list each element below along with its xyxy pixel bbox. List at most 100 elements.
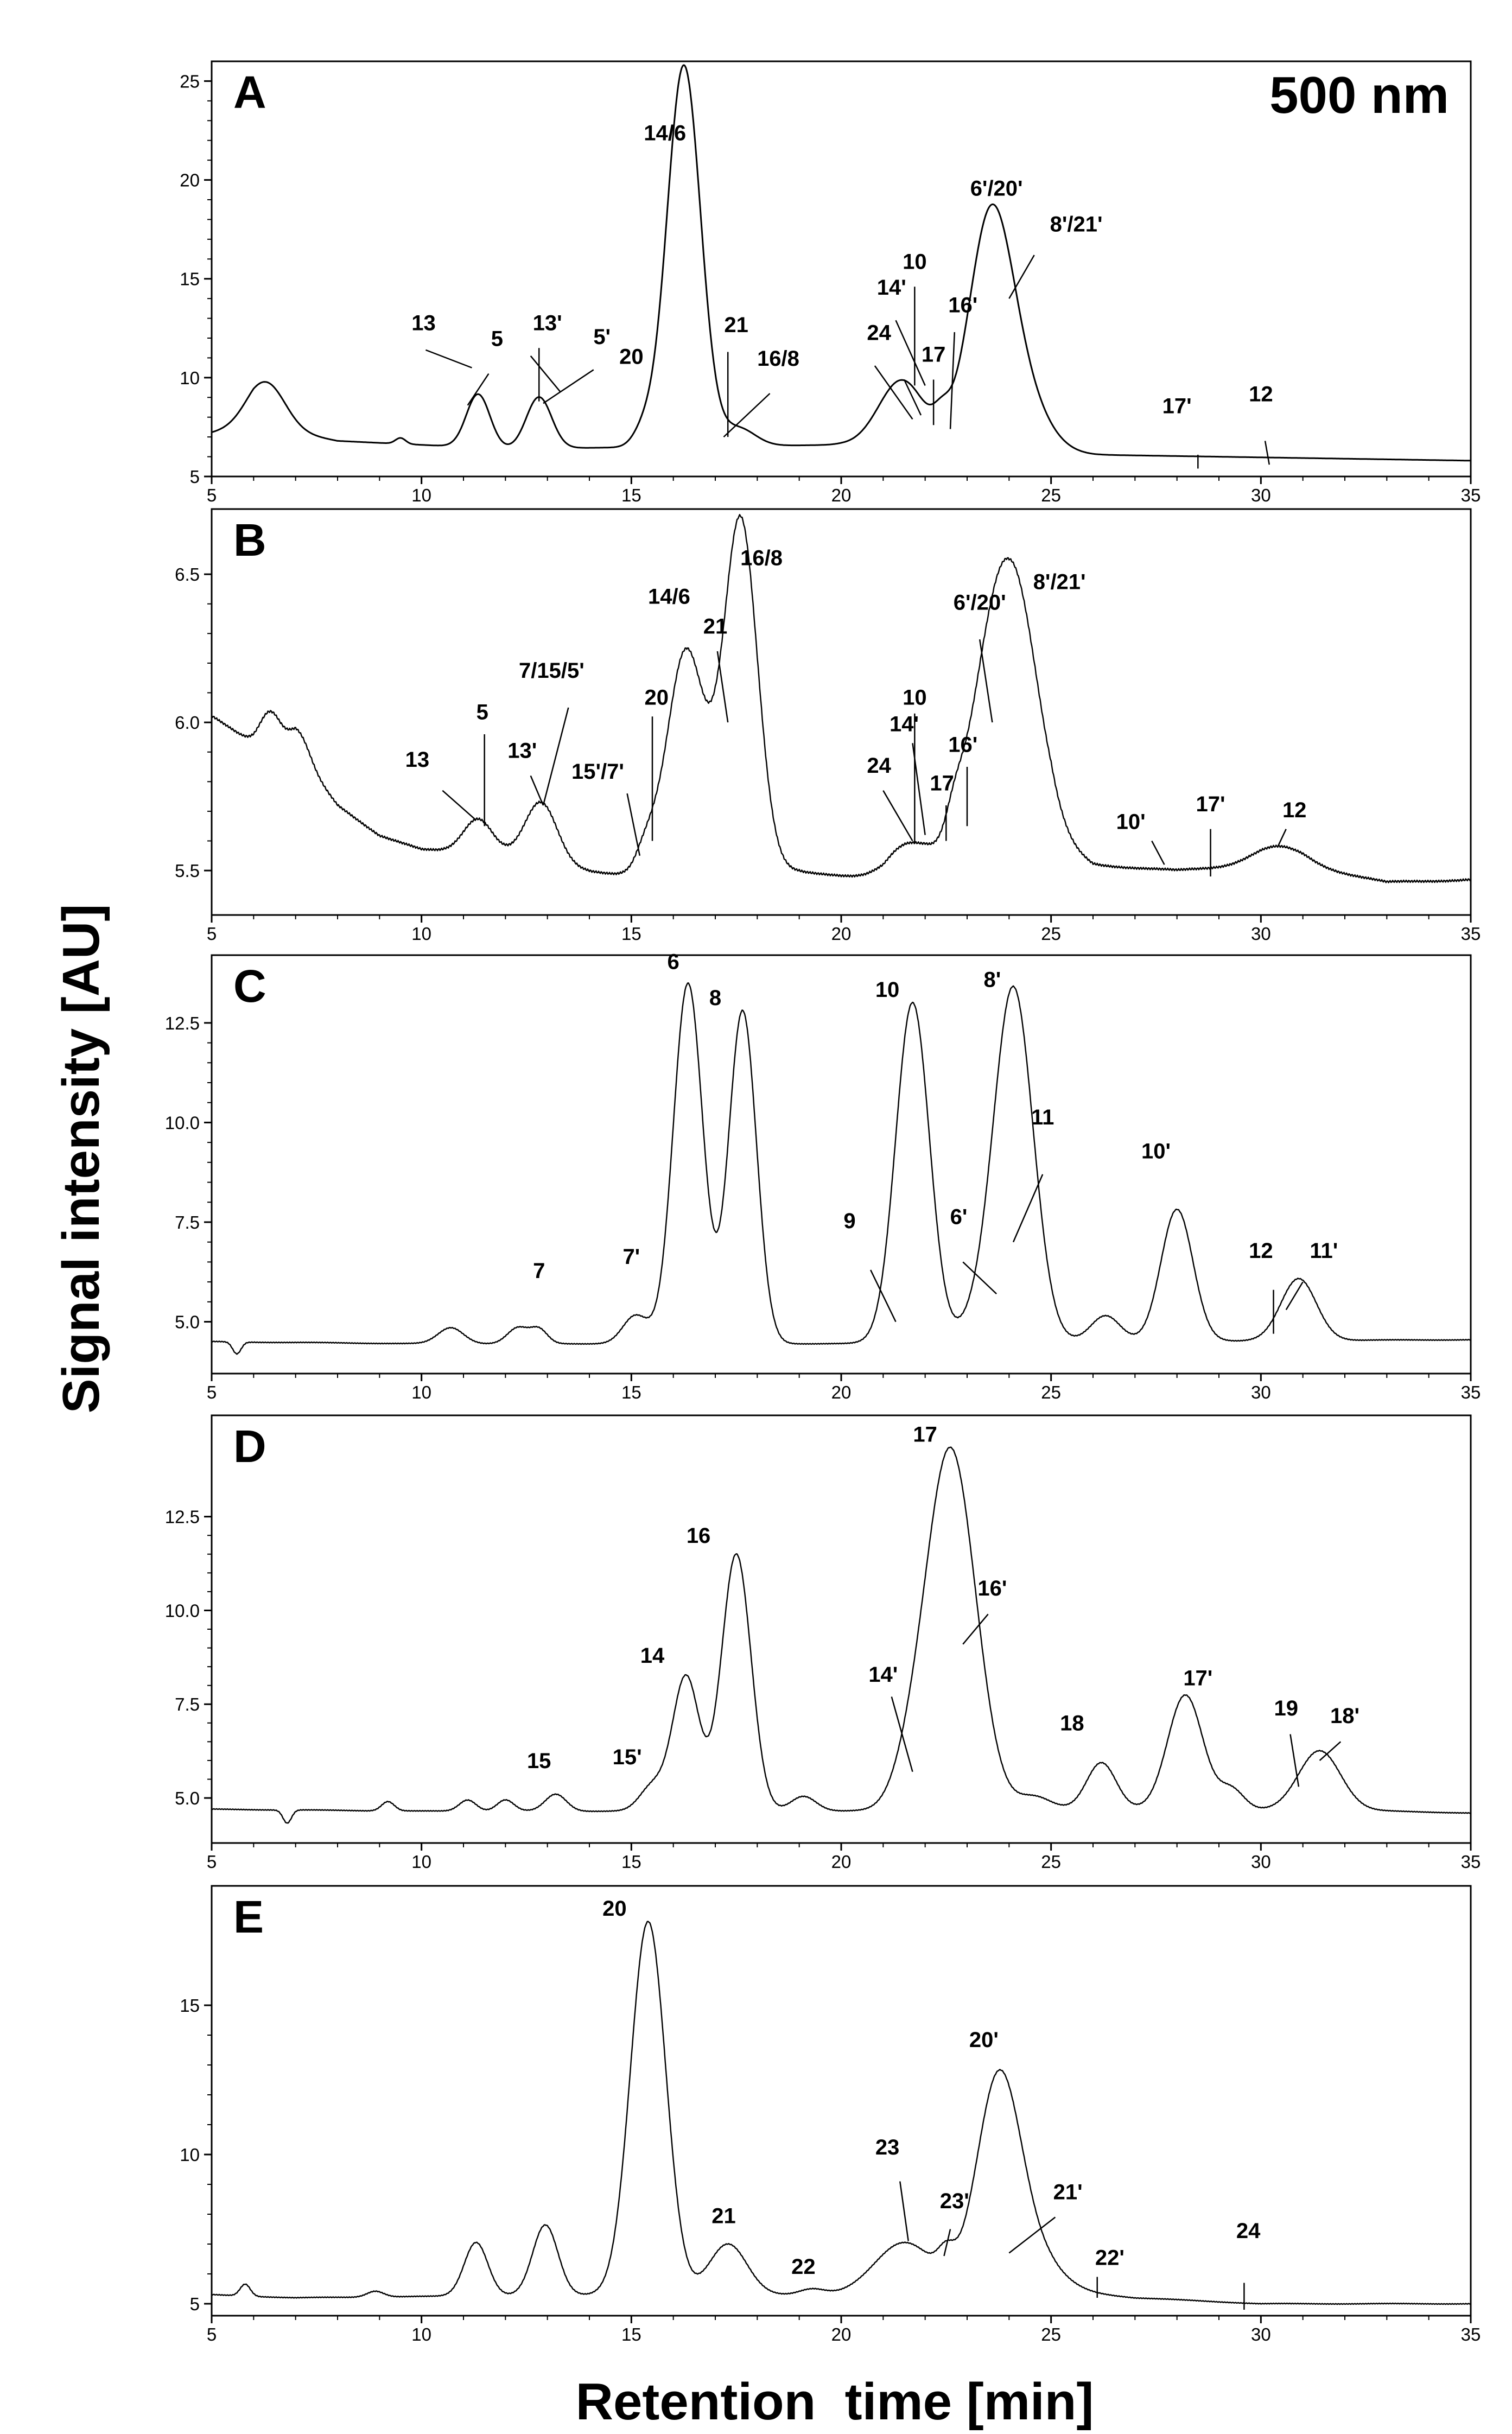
annotation-leader xyxy=(425,349,472,368)
signal-trace xyxy=(212,982,1471,1355)
peak-annotation: 14/6 xyxy=(644,122,686,145)
peak-annotation: 14 xyxy=(640,1644,665,1668)
panel-label: A xyxy=(233,67,266,118)
annotation-leader xyxy=(874,365,913,420)
annotation-leader xyxy=(1277,829,1287,847)
x-tick-label: 5 xyxy=(207,2324,217,2344)
peak-annotation: 15'/7' xyxy=(571,760,624,784)
peak-annotation: 7' xyxy=(622,1245,640,1269)
x-tick-label: 5 xyxy=(207,485,217,505)
x-tick-label: 35 xyxy=(1461,924,1481,944)
peak-annotation: 20 xyxy=(602,1897,627,1921)
y-tick-label: 15 xyxy=(180,1996,200,2016)
y-tick-label: 7.5 xyxy=(175,1212,200,1232)
x-tick-label: 35 xyxy=(1461,1382,1481,1402)
y-tick-label: 10 xyxy=(180,368,200,388)
peak-annotation: 21 xyxy=(703,614,728,638)
peak-annotation: 17' xyxy=(1196,792,1225,816)
annotation-leader xyxy=(723,393,771,438)
peak-annotation: 10 xyxy=(903,250,927,274)
panel-c: 5 10 15 20 25 30 35 5.0 7.5 10.0 12.5 C 7 7' 6 8 9 10 6' 8'… xyxy=(165,950,1481,1402)
annotation-leader xyxy=(949,332,956,429)
peak-annotation: 16 xyxy=(687,1524,711,1548)
annotation-leader xyxy=(626,793,641,856)
x-tick-label: 25 xyxy=(1041,2324,1061,2344)
x-tick-label: 5 xyxy=(207,1852,217,1872)
annotation-leader xyxy=(903,379,922,416)
peak-annotation: 13 xyxy=(411,311,436,335)
wavelength-label: 500 nm xyxy=(1269,66,1449,124)
peak-annotation: 22' xyxy=(1095,2246,1125,2270)
peak-annotation: 6'/20' xyxy=(954,591,1006,615)
peak-annotation: 17 xyxy=(922,343,946,367)
x-tick-label: 30 xyxy=(1251,924,1271,944)
peak-annotation: 12 xyxy=(1249,1239,1273,1263)
annotation-leader xyxy=(1008,255,1035,299)
peak-annotation: 23 xyxy=(875,2136,900,2159)
peak-annotation: 6' xyxy=(950,1205,968,1229)
peak-annotation: 14/6 xyxy=(648,585,690,609)
y-tick-label: 5.0 xyxy=(175,1312,200,1332)
y-tick-label: 10.0 xyxy=(165,1113,200,1133)
annotation-leader xyxy=(1289,1734,1300,1787)
annotation-leader xyxy=(899,2181,909,2241)
peak-annotation: 14' xyxy=(877,276,906,300)
y-tick-label: 6.5 xyxy=(175,564,200,584)
peak-annotation: 6'/20' xyxy=(970,177,1023,201)
x-tick-label: 15 xyxy=(621,2324,641,2344)
annotation-leader xyxy=(530,775,544,806)
y-tick-label: 12.5 xyxy=(165,1013,200,1033)
peak-annotation: 13' xyxy=(507,739,537,763)
peak-annotation: 12 xyxy=(1282,798,1307,822)
peak-annotation: 9 xyxy=(843,1209,855,1233)
panel-label: D xyxy=(233,1421,266,1472)
peak-annotation: 21 xyxy=(711,2204,736,2228)
y-tick-label: 15 xyxy=(180,269,200,289)
annotation-leader xyxy=(979,639,993,723)
x-tick-label: 20 xyxy=(831,1852,852,1872)
peak-annotation: 8'/21' xyxy=(1033,570,1086,594)
x-tick-label: 30 xyxy=(1251,2324,1271,2344)
annotation-leader xyxy=(895,320,926,386)
peak-annotation: 19 xyxy=(1274,1696,1298,1720)
annotation-leader xyxy=(542,707,569,806)
peak-annotation: 11 xyxy=(1031,1105,1054,1129)
peak-annotation: 17 xyxy=(913,1422,937,1446)
plot-frame xyxy=(211,508,1472,916)
plot-frame xyxy=(211,954,1472,1375)
peak-annotation: 5' xyxy=(593,325,611,349)
peak-annotation: 16/8 xyxy=(757,347,799,371)
x-tick-label: 35 xyxy=(1461,2324,1481,2344)
x-tick-label: 30 xyxy=(1251,485,1271,505)
peak-annotation: 10' xyxy=(1116,810,1146,834)
peak-annotation: 13' xyxy=(533,311,562,335)
peak-annotation: 16/8 xyxy=(740,546,783,570)
x-tick-label: 30 xyxy=(1251,1852,1271,1872)
x-tick-label: 15 xyxy=(621,1382,641,1402)
annotation-leader xyxy=(1285,1281,1304,1311)
peak-annotation: 14' xyxy=(868,1663,898,1687)
peak-annotation: 15' xyxy=(613,1745,642,1769)
peak-annotation: 18' xyxy=(1330,1704,1359,1728)
y-tick-label: 6.0 xyxy=(175,713,200,733)
y-tick-label: 12.5 xyxy=(165,1507,200,1527)
x-tick-label: 10 xyxy=(411,2324,431,2344)
plot-frame xyxy=(211,1885,1472,2317)
y-tick-label: 5.0 xyxy=(175,1788,200,1808)
peak-annotation: 21' xyxy=(1053,2181,1083,2204)
x-tick-label: 10 xyxy=(411,924,431,944)
peak-annotation: 21 xyxy=(724,313,748,337)
peak-annotation: 7/15/5' xyxy=(519,659,585,683)
x-tick-label: 35 xyxy=(1461,1852,1481,1872)
peak-annotation: 10 xyxy=(875,978,900,1002)
annotation-leader xyxy=(442,790,477,821)
peak-annotation: 22 xyxy=(791,2255,816,2279)
annotation-leader xyxy=(530,355,561,392)
peak-annotation: 16' xyxy=(948,733,977,757)
panel-b: 5 10 15 20 25 30 35 5.5 6.0 6.5 B 13 5 13' 7/15/5' 20 15… xyxy=(175,508,1481,944)
y-axis-title: Signal intensity [AU] xyxy=(52,904,110,1414)
annotation-leader xyxy=(1012,1174,1044,1243)
x-tick-label: 30 xyxy=(1251,1382,1271,1402)
peak-annotation: 17' xyxy=(1183,1667,1212,1691)
signal-trace xyxy=(212,1446,1471,1824)
